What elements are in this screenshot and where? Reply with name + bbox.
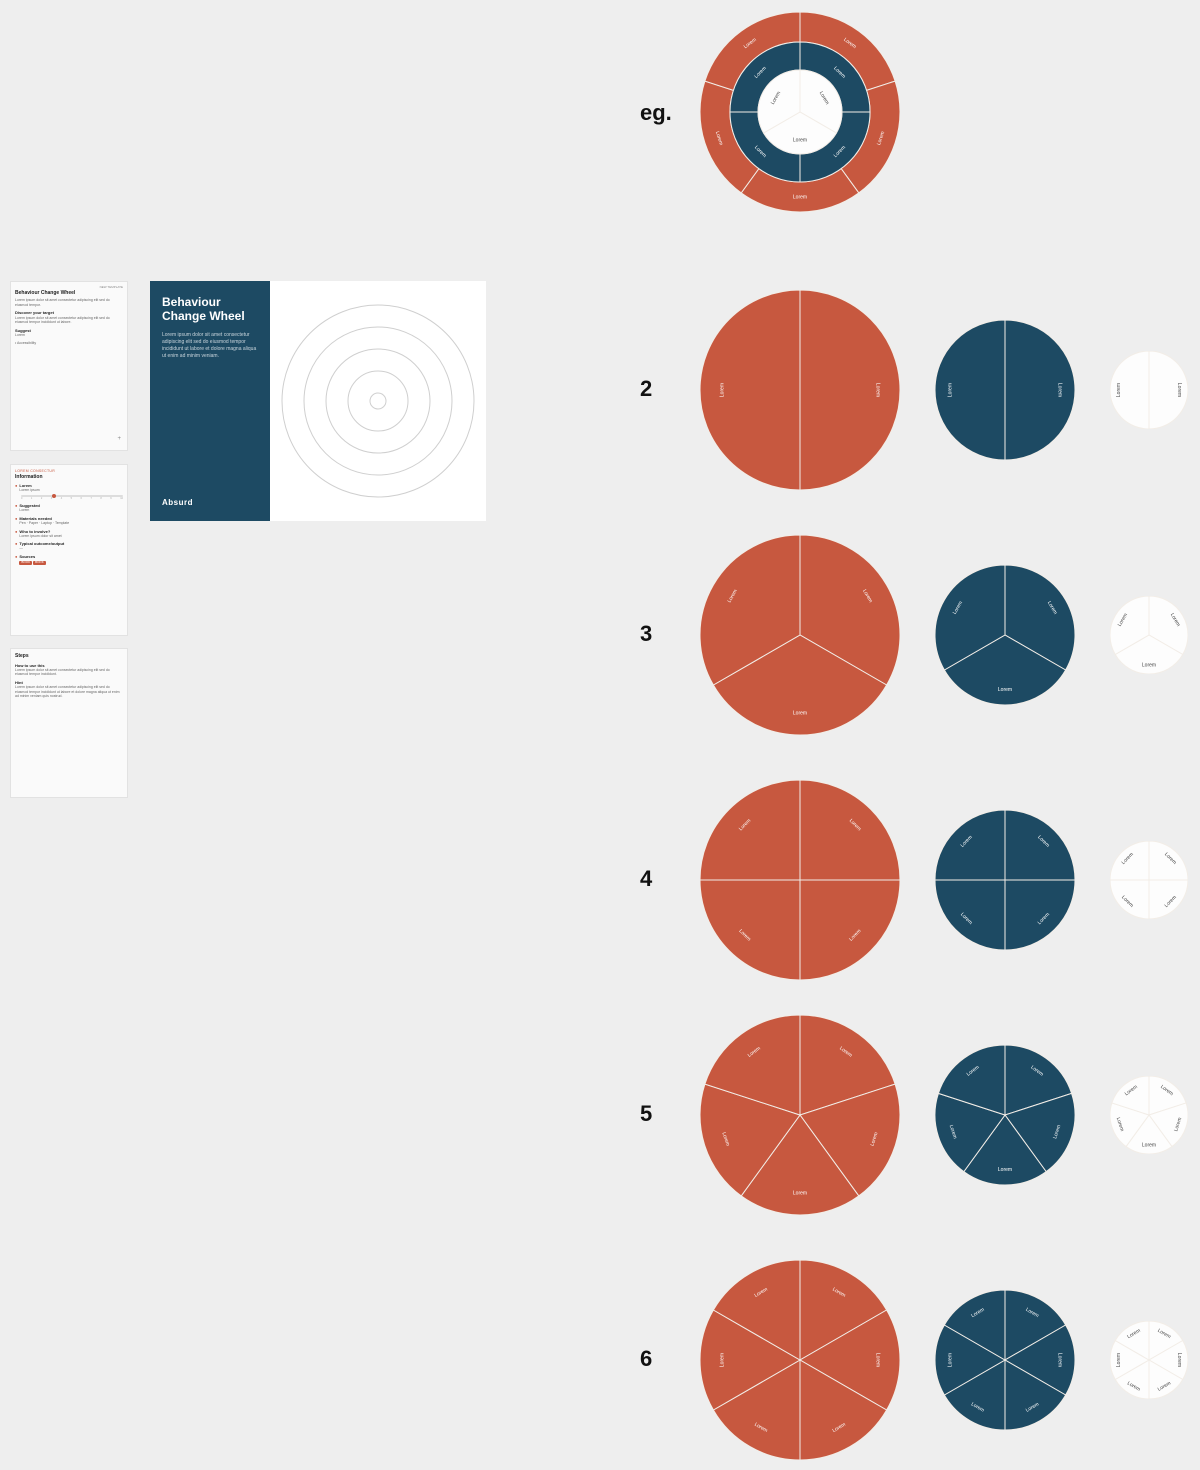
wheel-4-col2: LoremLoremLoremLorem xyxy=(1110,841,1188,919)
svg-text:Lorem: Lorem xyxy=(793,137,807,143)
svg-text:Lorem: Lorem xyxy=(793,194,807,200)
svg-text:Lorem: Lorem xyxy=(875,383,881,397)
wheel-6-col1: LoremLoremLoremLoremLoremLorem xyxy=(935,1290,1075,1430)
thumb-title: Information xyxy=(15,474,123,481)
wheel-6-col0: LoremLoremLoremLoremLoremLorem xyxy=(700,1260,900,1460)
wheel-6-col2: LoremLoremLoremLoremLoremLorem xyxy=(1110,1321,1188,1399)
svg-text:Lorem: Lorem xyxy=(948,1353,954,1367)
row-label-6: 6 xyxy=(640,1346,652,1372)
row-label-4: 4 xyxy=(640,866,652,892)
svg-text:Lorem: Lorem xyxy=(793,710,807,716)
wheel-2-col1: Lorem Lorem xyxy=(935,320,1075,460)
svg-text:Lorem: Lorem xyxy=(1056,1353,1062,1367)
wheel-5-col0: LoremLoremLoremLoremLorem xyxy=(700,1015,900,1215)
legend-wheel: LoremLoremLoremLoremLoremLoremLoremLorem… xyxy=(700,12,900,212)
svg-text:Lorem: Lorem xyxy=(875,1353,881,1367)
svg-text:Lorem: Lorem xyxy=(948,383,954,397)
wheel-2-col2: Lorem Lorem xyxy=(1110,351,1188,429)
crosshair-icon: + xyxy=(117,436,121,444)
svg-text:Lorem: Lorem xyxy=(1142,663,1156,669)
poster-rings xyxy=(270,281,486,521)
poster-behaviour-wheel[interactable]: Behaviour Change Wheel Lorem ipsum dolor… xyxy=(150,281,486,521)
wheel-5-col2: LoremLoremLoremLoremLorem xyxy=(1110,1076,1188,1154)
wheel-4-col1: LoremLoremLoremLorem xyxy=(935,810,1075,950)
thumbnail-information[interactable]: LOREM CONSECTURInformation ● Lorem Lorem… xyxy=(10,464,128,636)
svg-text:Lorem: Lorem xyxy=(998,687,1012,693)
row-label-2: 2 xyxy=(640,376,652,402)
svg-text:Lorem: Lorem xyxy=(793,1190,807,1196)
thumb-title: Behaviour Change Wheel xyxy=(15,290,123,297)
svg-text:Lorem: Lorem xyxy=(719,383,725,397)
poster-sidebar: Behaviour Change Wheel Lorem ipsum dolor… xyxy=(150,281,270,521)
wheel-3-col1: LoremLoremLorem xyxy=(935,565,1075,705)
row-label-3: 3 xyxy=(640,621,652,647)
svg-text:Lorem: Lorem xyxy=(1142,1143,1156,1149)
row-label-5: 5 xyxy=(640,1101,652,1127)
wheel-4-col0: LoremLoremLoremLorem xyxy=(700,780,900,980)
legend-label: eg. xyxy=(640,100,672,126)
poster-title: Behaviour Change Wheel xyxy=(162,295,258,324)
wheel-5-col1: LoremLoremLoremLoremLorem xyxy=(935,1045,1075,1185)
svg-text:Lorem: Lorem xyxy=(719,1353,725,1367)
thumb-title: Steps xyxy=(15,653,123,660)
design-canvas: NEW TEMPLATEBehaviour Change WheelLorem … xyxy=(0,0,1200,1470)
thumbnail-steps[interactable]: StepsHow to use thisLorem ipsum dolor si… xyxy=(10,648,128,798)
svg-text:Lorem: Lorem xyxy=(1056,383,1062,397)
thumbnail-overview[interactable]: NEW TEMPLATEBehaviour Change WheelLorem … xyxy=(10,281,128,451)
svg-text:Lorem: Lorem xyxy=(1116,383,1122,397)
wheel-2-col0: Lorem Lorem xyxy=(700,290,900,490)
svg-text:Lorem: Lorem xyxy=(1116,1353,1122,1367)
svg-text:Lorem: Lorem xyxy=(1176,383,1182,397)
poster-blurb: Lorem ipsum dolor sit amet consectetur a… xyxy=(162,332,258,360)
svg-text:Lorem: Lorem xyxy=(998,1167,1012,1173)
svg-text:Lorem: Lorem xyxy=(1176,1353,1182,1367)
wheel-3-col2: LoremLoremLorem xyxy=(1110,596,1188,674)
poster-brand: Absurd xyxy=(162,498,258,507)
wheel-3-col0: LoremLoremLorem xyxy=(700,535,900,735)
